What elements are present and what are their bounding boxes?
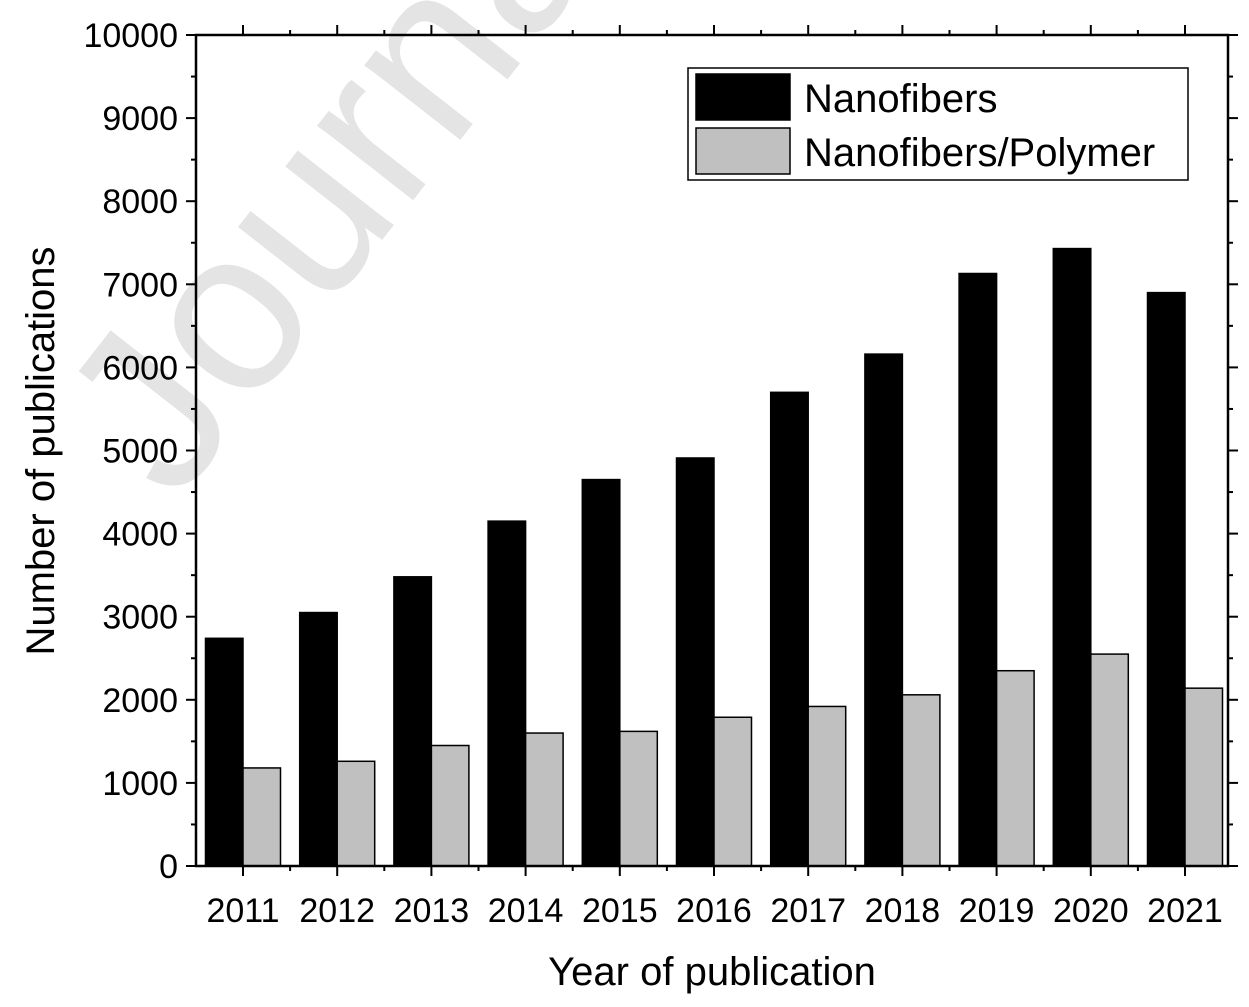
y-axis-label: Number of publications xyxy=(19,246,63,655)
bar-nanofibers-2011 xyxy=(204,637,244,867)
bar-nanofibers-2013 xyxy=(393,576,433,867)
bar-nanofibers-polymer-2012 xyxy=(336,760,376,867)
bar-nanofibers-2014 xyxy=(487,520,527,867)
x-tick-label: 2018 xyxy=(865,892,941,930)
x-tick-label: 2014 xyxy=(488,892,564,930)
y-tick-label: 1000 xyxy=(102,765,178,803)
x-axis-label: Year of publication xyxy=(548,950,876,994)
x-tick-label: 2017 xyxy=(770,892,846,930)
y-axis: 0 1000 2000 3000 4000 5000 6000 7000 8000 9000 100… xyxy=(83,17,1238,886)
bar-nanofibers-polymer-2014 xyxy=(524,732,564,867)
y-tick-label: 5000 xyxy=(102,433,178,471)
bar-nanofibers-polymer-2017 xyxy=(807,705,847,867)
x-tick-label: 2013 xyxy=(394,892,470,930)
legend-swatch-nanofibers-polymer xyxy=(695,127,791,175)
x-tick-label: 2011 xyxy=(206,892,279,930)
bar-nanofibers-2018 xyxy=(864,353,904,867)
bar-nanofibers-polymer-2021 xyxy=(1184,687,1224,867)
x-tick-label: 2021 xyxy=(1147,892,1223,930)
x-tick-label: 2020 xyxy=(1053,892,1129,930)
bar-nanofibers-polymer-2011 xyxy=(242,767,282,867)
bar-nanofibers-polymer-2019 xyxy=(995,669,1035,867)
x-tick-label: 2016 xyxy=(676,892,752,930)
bar-nanofibers-polymer-2020 xyxy=(1090,653,1130,867)
y-tick-label: 7000 xyxy=(102,266,178,304)
bar-nanofibers-2017 xyxy=(769,391,809,867)
legend: Nanofibers Nanofibers/Polymer xyxy=(687,67,1189,181)
bar-nanofibers-2020 xyxy=(1052,247,1092,867)
bar-nanofibers-2019 xyxy=(958,272,998,867)
legend-swatch-nanofibers xyxy=(695,73,791,121)
bar-nanofibers-polymer-2013 xyxy=(430,744,470,867)
bar-nanofibers-2012 xyxy=(298,611,338,867)
x-axis: 2011 2012 2013 2014 2015 2016 2017 2018 2019 2020… xyxy=(206,25,1223,930)
x-tick-label: 2012 xyxy=(299,892,375,930)
bar-nanofibers-polymer-2018 xyxy=(901,694,941,867)
y-tick-label: 9000 xyxy=(102,100,178,138)
legend-label-nanofibers: Nanofibers xyxy=(804,77,997,121)
y-tick-label: 10000 xyxy=(83,17,178,55)
bar-nanofibers-2015 xyxy=(581,478,621,867)
y-tick-label: 6000 xyxy=(102,349,178,387)
bar-nanofibers-2021 xyxy=(1146,291,1186,867)
y-tick-label: 2000 xyxy=(102,682,178,720)
bar-nanofibers-polymer-2016 xyxy=(713,716,753,867)
legend-label-nanofibers-polymer: Nanofibers/Polymer xyxy=(804,131,1155,175)
bar-nanofibers-2016 xyxy=(675,457,715,867)
x-tick-label: 2015 xyxy=(582,892,658,930)
y-tick-label: 3000 xyxy=(102,599,178,637)
bar-nanofibers-polymer-2015 xyxy=(619,730,659,867)
x-tick-label: 2019 xyxy=(959,892,1035,930)
y-tick-label: 0 xyxy=(159,848,178,886)
y-tick-label: 4000 xyxy=(102,516,178,554)
y-tick-label: 8000 xyxy=(102,183,178,221)
bars-group xyxy=(204,247,1224,867)
